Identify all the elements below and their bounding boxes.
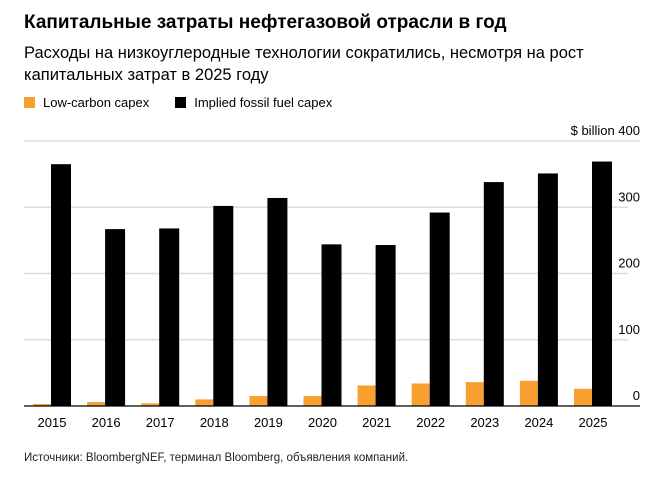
bar-low-carbon-2017 bbox=[141, 403, 160, 406]
bar-low-carbon-2015 bbox=[33, 404, 51, 406]
bar-low-carbon-2025 bbox=[574, 388, 592, 406]
x-tick-label: 2018 bbox=[200, 415, 229, 430]
y-tick-label: $ billion 400 bbox=[571, 123, 640, 138]
legend-item-low-carbon: Low-carbon capex bbox=[24, 95, 149, 110]
bar-fossil-2024 bbox=[537, 173, 558, 406]
x-tick-label: 2016 bbox=[92, 415, 121, 430]
x-tick-label: 2020 bbox=[308, 415, 337, 430]
bar-low-carbon-2022 bbox=[411, 383, 430, 406]
x-tick-label: 2017 bbox=[146, 415, 175, 430]
x-tick-label: 2023 bbox=[470, 415, 499, 430]
x-tick-label: 2025 bbox=[579, 415, 608, 430]
bar-fossil-2020 bbox=[321, 244, 342, 406]
bar-low-carbon-2019 bbox=[249, 396, 268, 406]
legend-swatch bbox=[175, 97, 187, 108]
bar-low-carbon-2021 bbox=[357, 385, 376, 406]
bar-low-carbon-2023 bbox=[465, 382, 484, 406]
bar-low-carbon-2024 bbox=[519, 380, 538, 406]
legend: Low-carbon capex Implied fossil fuel cap… bbox=[24, 95, 332, 110]
legend-label: Low-carbon capex bbox=[43, 95, 150, 110]
x-tick-label: 2015 bbox=[38, 415, 67, 430]
bar-low-carbon-2018 bbox=[195, 399, 214, 406]
legend-swatch bbox=[24, 97, 35, 108]
x-tick-label: 2024 bbox=[524, 415, 553, 430]
x-tick-label: 2022 bbox=[416, 415, 445, 430]
bar-fossil-2019 bbox=[267, 197, 288, 406]
bar-fossil-2023 bbox=[483, 182, 504, 406]
bar-low-carbon-2016 bbox=[87, 402, 106, 406]
bar-fossil-2015 bbox=[51, 164, 71, 406]
y-tick-label: 200 bbox=[618, 256, 640, 271]
chart-subtitle: Расходы на низкоуглеродные технологии со… bbox=[24, 44, 584, 84]
source-note: Источники: BloombergNEF, терминал Bloomb… bbox=[24, 452, 409, 464]
y-tick-label: 300 bbox=[618, 189, 640, 204]
bar-fossil-2022 bbox=[429, 212, 450, 406]
y-tick-label: 0 bbox=[633, 388, 640, 403]
bar-fossil-2017 bbox=[159, 228, 180, 406]
x-tick-label: 2021 bbox=[362, 415, 391, 430]
bar-fossil-2018 bbox=[213, 205, 234, 406]
bar-low-carbon-2020 bbox=[303, 396, 322, 406]
bar-fossil-2025 bbox=[592, 161, 612, 406]
x-tick-label: 2019 bbox=[254, 415, 283, 430]
legend-item-fossil: Implied fossil fuel capex bbox=[175, 95, 332, 110]
legend-label: Implied fossil fuel capex bbox=[194, 95, 333, 110]
bar-fossil-2016 bbox=[105, 229, 126, 406]
bar-fossil-2021 bbox=[375, 245, 396, 406]
y-tick-label: 100 bbox=[618, 322, 640, 337]
chart-title: Капитальные затраты нефтегазовой отрасли… bbox=[24, 12, 507, 33]
